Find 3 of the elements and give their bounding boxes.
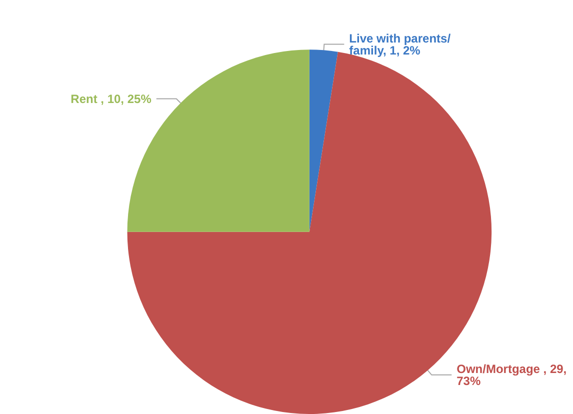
slice-label: Rent , 10, 25%: [70, 92, 152, 106]
slice-label: Own/Mortgage , 29, 73%: [456, 362, 570, 388]
slice-label: Live with parents/family, 1, 2%: [349, 31, 452, 58]
